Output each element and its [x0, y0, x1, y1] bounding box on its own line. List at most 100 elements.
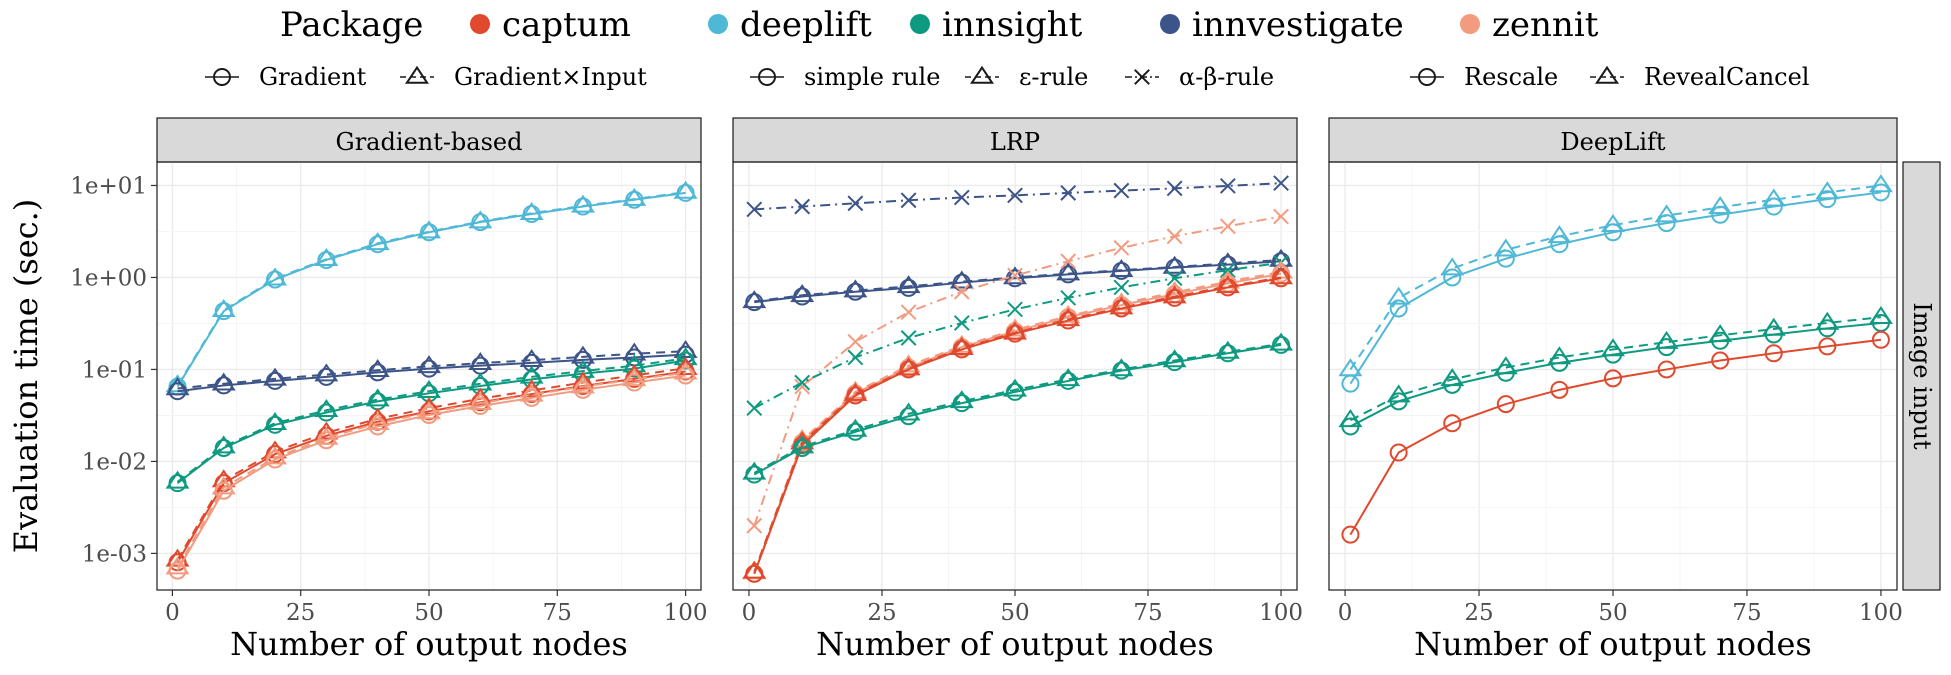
marker-triangle — [519, 201, 544, 220]
marker-cross — [847, 195, 864, 212]
legend-method-2-1: RevealCancel — [1590, 63, 1809, 91]
series-line — [176, 359, 686, 484]
marker-triangle — [314, 247, 339, 266]
legend-title: Package — [280, 5, 423, 45]
marker-cross — [1007, 267, 1023, 284]
marker-triangle — [570, 375, 595, 394]
marker-circle — [758, 68, 776, 86]
marker-triangle — [211, 476, 236, 495]
series-line — [1349, 321, 1882, 428]
marker-circle — [1604, 369, 1622, 388]
marker-triangle — [622, 342, 647, 361]
legend-method-0-0: Gradient — [205, 63, 367, 91]
marker-triangle — [314, 363, 339, 382]
y-tick-label: 1e+00 — [70, 265, 147, 291]
legend-method-1-2: α-β-rule — [1125, 63, 1274, 91]
marker-triangle — [673, 361, 698, 380]
marker-triangle — [1493, 356, 1518, 375]
series-innsight-circle — [1341, 313, 1890, 436]
marker-triangle — [1386, 286, 1411, 305]
marker-triangle — [1493, 238, 1518, 257]
panel-strip — [732, 117, 1298, 163]
marker-cross — [900, 192, 917, 209]
legend-method-label: α-β-rule — [1179, 63, 1274, 91]
marker-triangle — [1547, 225, 1572, 244]
series-line — [176, 374, 686, 572]
y-tick-label: 1e-02 — [82, 449, 147, 475]
marker-triangle — [263, 267, 288, 286]
x-tick-label: 50 — [414, 600, 443, 626]
marker-circle — [213, 68, 231, 86]
x-tick-label: 0 — [1338, 600, 1353, 626]
marker-triangle — [1386, 384, 1411, 403]
marker-triangle — [949, 390, 974, 409]
series-innsight-circle — [745, 335, 1291, 484]
series-line — [177, 350, 686, 390]
legend-method-label: RevealCancel — [1644, 63, 1809, 91]
legend-label-captum: captum — [502, 5, 631, 45]
marker-triangle — [468, 210, 493, 229]
marker-triangle — [1056, 262, 1081, 281]
marker-triangle — [165, 377, 190, 396]
marker-triangle — [314, 399, 339, 418]
series-group — [742, 175, 1294, 583]
marker-cross — [1219, 218, 1236, 235]
legend-method-1-1: ε-rule — [965, 63, 1088, 91]
marker-triangle — [314, 421, 339, 440]
marker-triangle — [896, 275, 921, 294]
legend-item-captum: captum — [470, 5, 631, 45]
marker-triangle — [896, 357, 921, 376]
legend-label-zennit: zennit — [1492, 5, 1599, 45]
marker-triangle — [673, 180, 698, 199]
series-line — [176, 357, 686, 483]
y-tick-label: 1e+01 — [70, 173, 147, 199]
marker-triangle — [165, 374, 190, 393]
legend-method-0-1: Gradient×Input — [400, 63, 647, 91]
y-tick-label: 1e-03 — [82, 541, 147, 567]
marker-triangle — [365, 407, 390, 426]
grid — [733, 162, 1297, 590]
series-innsight-triangle — [1338, 305, 1893, 428]
series-line — [754, 260, 1282, 304]
series-deeplift-triangle — [165, 180, 698, 393]
marker-triangle — [896, 402, 921, 421]
marker-triangle — [1868, 174, 1893, 193]
marker-triangle — [1815, 181, 1840, 200]
marker-triangle — [405, 65, 429, 84]
panels: Gradient-based 0 25 50 75 100 Number of output… — [70, 117, 1903, 663]
marker-triangle — [1708, 324, 1733, 343]
series-line — [1349, 184, 1882, 370]
marker-triangle — [165, 470, 190, 489]
panel-title: DeepLift — [1560, 128, 1666, 156]
marker-triangle — [742, 461, 767, 480]
marker-triangle — [1440, 257, 1465, 276]
marker-circle — [1550, 380, 1569, 399]
marker-triangle — [519, 383, 544, 402]
marker-triangle — [1868, 305, 1893, 324]
marker-triangle — [417, 355, 441, 374]
series-line — [753, 215, 1282, 527]
marker-cross — [1166, 180, 1183, 197]
marker-circle — [1418, 68, 1436, 86]
marker-triangle — [742, 290, 767, 309]
marker-triangle — [1003, 321, 1027, 340]
marker-triangle — [790, 435, 815, 454]
marker-triangle — [365, 412, 390, 431]
x-ticks: 0 25 50 75 100 — [742, 590, 1303, 626]
series-line — [1349, 191, 1882, 385]
marker-cross — [794, 378, 811, 395]
legend-dot-zennit — [1460, 14, 1480, 34]
marker-cross — [1060, 185, 1077, 201]
marker-cross — [1060, 253, 1077, 270]
y-tick-label: 1e-01 — [82, 357, 147, 383]
series-line — [753, 343, 1282, 476]
series-line — [753, 342, 1282, 474]
marker-triangle — [211, 299, 236, 318]
marker-triangle — [211, 469, 236, 488]
legend: Package captum deeplift innsight innvestiga… — [205, 5, 1809, 91]
x-tick-label: 100 — [664, 600, 708, 626]
legend-method-label: simple rule — [804, 63, 940, 91]
marker-triangle — [1761, 317, 1786, 336]
series-line — [1349, 316, 1882, 422]
marker-circle — [625, 190, 644, 209]
